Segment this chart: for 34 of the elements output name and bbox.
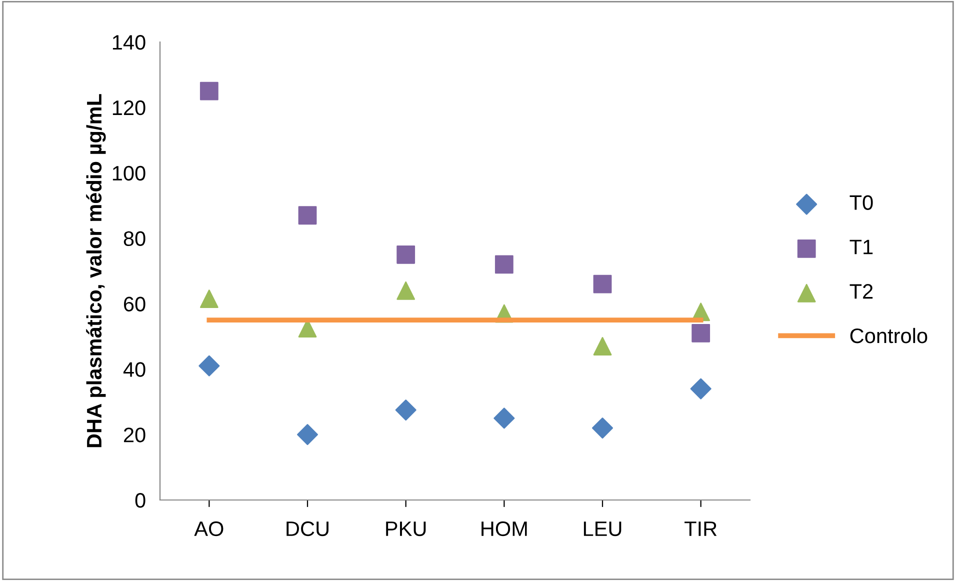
y-tick-label: 60 [124,296,146,312]
point [395,400,416,421]
point [593,337,612,356]
y-tick-label: 140 [112,35,146,50]
point [494,255,514,274]
legend-label: T0 [850,195,873,210]
point [494,408,515,429]
y-tick-label: 120 [112,100,146,116]
point [396,245,416,264]
legend-label: T1 [850,240,873,254]
x-tick-label: PKU [386,522,426,536]
x-tick-label: DCU [286,521,328,536]
point [690,378,712,400]
point [200,82,218,100]
point [692,324,710,342]
y-tick-label: 40 [123,362,146,377]
point [592,418,614,439]
x-tick-label: TIR [684,522,717,536]
y-tick-label: 20 [124,428,146,442]
x-tick-label: HOM [482,521,527,536]
x-tick-label: AO [194,521,224,536]
x-tick-label: LEU [584,522,622,536]
y-tick-label: 80 [124,231,146,246]
point [593,274,612,294]
point [200,290,218,308]
y-axis-title: DHA plasmático, valor médio µg/mL [86,94,106,448]
point [298,206,317,225]
point [396,281,416,300]
legend-label: Controlo [850,328,928,344]
point [296,424,318,446]
y-tick-label: 0 [135,493,146,508]
y-tick-label: 100 [112,166,146,181]
point [198,355,220,376]
legend-label: T2 [850,284,873,299]
